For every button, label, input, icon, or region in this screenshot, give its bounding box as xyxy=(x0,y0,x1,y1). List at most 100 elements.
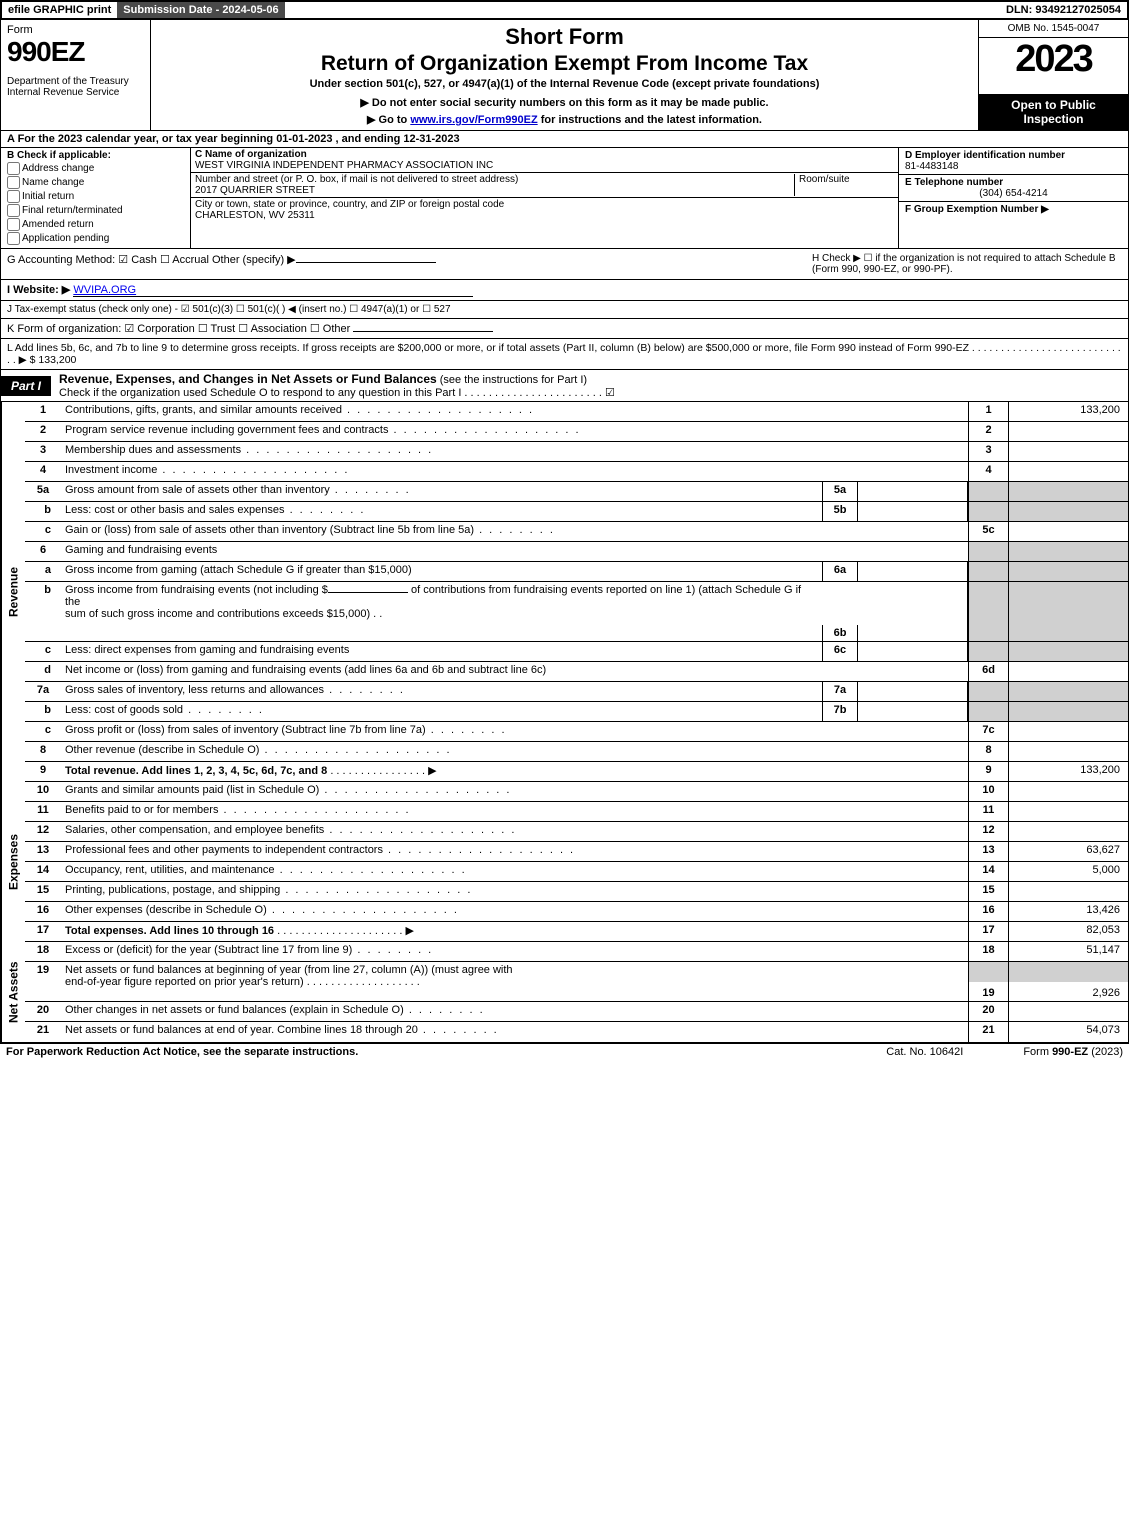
line-19: 19Net assets or fund balances at beginni… xyxy=(25,962,1128,1002)
line-6b-desc: Gross income from fundraising events (no… xyxy=(61,582,822,641)
line-21-num: 21 xyxy=(968,1022,1008,1042)
chk-address-change[interactable]: Address change xyxy=(7,162,184,175)
irs-link[interactable]: www.irs.gov/Form990EZ xyxy=(410,114,537,126)
revenue-grid: Revenue 1Contributions, gifts, grants, a… xyxy=(0,402,1129,782)
line-7a: 7aGross sales of inventory, less returns… xyxy=(25,682,1128,702)
row-a: A For the 2023 calendar year, or tax yea… xyxy=(0,131,1129,148)
fr-b: 990-EZ xyxy=(1052,1046,1088,1058)
line-8-num: 8 xyxy=(968,742,1008,761)
19-d2: end-of-year figure reported on prior yea… xyxy=(65,976,304,988)
line-15: 15Printing, publications, postage, and s… xyxy=(25,882,1128,902)
line-1-desc: Contributions, gifts, grants, and simila… xyxy=(61,402,968,421)
line-3-desc: Membership dues and assessments xyxy=(61,442,968,461)
line-6d-num: 6d xyxy=(968,662,1008,681)
shade xyxy=(968,642,1008,661)
line-10-desc: Grants and similar amounts paid (list in… xyxy=(61,782,968,801)
line-6a-desc: Gross income from gaming (attach Schedul… xyxy=(61,562,822,581)
b-title: B Check if applicable: xyxy=(7,150,184,161)
chk-name-change[interactable]: Name change xyxy=(7,176,184,189)
d-lbl: D Employer identification number xyxy=(905,150,1122,161)
line-1-num: 1 xyxy=(968,402,1008,421)
line-4-num: 4 xyxy=(968,462,1008,481)
line-10: 10Grants and similar amounts paid (list … xyxy=(25,782,1128,802)
i-website-row: I Website: ▶ WVIPA.ORG xyxy=(0,280,1129,301)
line-11-val xyxy=(1008,802,1128,821)
line-9-desc: Total revenue. Add lines 1, 2, 3, 4, 5c,… xyxy=(61,762,968,781)
c-city-lbl: City or town, state or province, country… xyxy=(195,199,894,210)
expenses-grid: Expenses 10Grants and similar amounts pa… xyxy=(0,782,1129,942)
line-4: 4Investment income4 xyxy=(25,462,1128,482)
chk-initial-return[interactable]: Initial return xyxy=(7,190,184,203)
shade xyxy=(1008,682,1128,701)
part1-title: Revenue, Expenses, and Changes in Net As… xyxy=(51,370,1128,401)
line-13-num: 13 xyxy=(968,842,1008,861)
line-14-val: 5,000 xyxy=(1008,862,1128,881)
fr-post: (2023) xyxy=(1088,1046,1123,1058)
part1-check: Check if the organization used Schedule … xyxy=(59,387,615,399)
shade xyxy=(1008,702,1128,721)
6b-d1: Gross income from fundraising events (no… xyxy=(65,584,328,596)
efile-print[interactable]: efile GRAPHIC print xyxy=(2,2,117,18)
h-check: H Check ▶ ☐ if the organization is not r… xyxy=(812,253,1122,275)
shade xyxy=(1008,542,1128,561)
l-gross-receipts: L Add lines 5b, 6c, and 7b to line 9 to … xyxy=(0,339,1129,370)
shade xyxy=(968,702,1008,721)
website-link[interactable]: WVIPA.ORG xyxy=(73,284,136,296)
line-5a: 5aGross amount from sale of assets other… xyxy=(25,482,1128,502)
line-8-val xyxy=(1008,742,1128,761)
line-3-num: 3 xyxy=(968,442,1008,461)
chk-pending[interactable]: Application pending xyxy=(7,232,184,245)
e-lbl: E Telephone number xyxy=(905,177,1122,188)
line-7c-desc: Gross profit or (loss) from sales of inv… xyxy=(61,722,968,741)
g-h-row: G Accounting Method: ☑ Cash ☐ Accrual Ot… xyxy=(0,249,1129,280)
line-6d-val xyxy=(1008,662,1128,681)
line-21-desc: Net assets or fund balances at end of ye… xyxy=(61,1022,968,1042)
sub3-pre: ▶ Go to xyxy=(367,114,410,126)
line-7c-val xyxy=(1008,722,1128,741)
chk-lbl: Application pending xyxy=(22,233,109,244)
line-17: 17Total expenses. Add lines 10 through 1… xyxy=(25,922,1128,942)
line-4-desc: Investment income xyxy=(61,462,968,481)
line-9-b: Total revenue. Add lines 1, 2, 3, 4, 5c,… xyxy=(65,765,327,777)
line-7b-in: 7b xyxy=(822,702,858,721)
line-19-desc: Net assets or fund balances at beginning… xyxy=(61,962,968,1001)
org-city: CHARLESTON, WV 25311 xyxy=(195,210,894,221)
line-16-desc: Other expenses (describe in Schedule O) xyxy=(61,902,968,921)
header-left: Form 990EZ Department of the Treasury In… xyxy=(1,20,151,130)
subtitle-3: ▶ Go to www.irs.gov/Form990EZ for instru… xyxy=(159,113,970,126)
line-2-val xyxy=(1008,422,1128,441)
part1-header: Part I Revenue, Expenses, and Changes in… xyxy=(0,370,1129,402)
shade xyxy=(1008,482,1128,501)
tax-year: 2023 xyxy=(979,38,1128,81)
org-address: 2017 QUARRIER STREET xyxy=(195,185,794,196)
shade xyxy=(1008,502,1128,521)
line-20-val xyxy=(1008,1002,1128,1021)
line-18-num: 18 xyxy=(968,942,1008,961)
line-7a-desc: Gross sales of inventory, less returns a… xyxy=(61,682,822,701)
shade xyxy=(968,582,1008,641)
shade xyxy=(968,542,1008,561)
line-5b-in: 5b xyxy=(822,502,858,521)
page-footer: For Paperwork Reduction Act Notice, see … xyxy=(0,1043,1129,1060)
line-12-desc: Salaries, other compensation, and employ… xyxy=(61,822,968,841)
sub3-post: for instructions and the latest informat… xyxy=(538,114,762,126)
line-6b-iv xyxy=(858,582,968,641)
d-val: 81-4483148 xyxy=(905,161,1122,172)
line-9: 9Total revenue. Add lines 1, 2, 3, 4, 5c… xyxy=(25,762,1128,782)
i-lbl: I Website: ▶ xyxy=(7,284,70,296)
line-20-num: 20 xyxy=(968,1002,1008,1021)
chk-final-return[interactable]: Final return/terminated xyxy=(7,204,184,217)
line-14-num: 14 xyxy=(968,862,1008,881)
line-6a-in: 6a xyxy=(822,562,858,581)
line-16-val: 13,426 xyxy=(1008,902,1128,921)
j-tax-exempt: J Tax-exempt status (check only one) - ☑… xyxy=(0,301,1129,319)
line-6c-iv xyxy=(858,642,968,661)
line-6a: aGross income from gaming (attach Schedu… xyxy=(25,562,1128,582)
chk-amended[interactable]: Amended return xyxy=(7,218,184,231)
line-11-desc: Benefits paid to or for members xyxy=(61,802,968,821)
line-16-num: 16 xyxy=(968,902,1008,921)
line-15-val xyxy=(1008,882,1128,901)
line-3-val xyxy=(1008,442,1128,461)
line-20: 20Other changes in net assets or fund ba… xyxy=(25,1002,1128,1022)
d-ein: D Employer identification number 81-4483… xyxy=(899,148,1128,175)
